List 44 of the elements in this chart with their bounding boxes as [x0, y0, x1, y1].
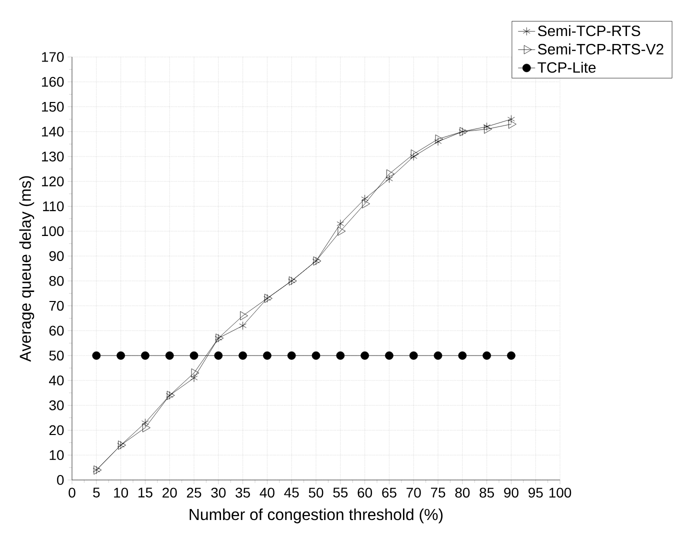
- y-tick-label: 70: [49, 300, 64, 311]
- x-tick-label: 35: [236, 488, 250, 498]
- x-tick-label: 10: [114, 488, 128, 498]
- x-tick-label: 75: [430, 488, 446, 498]
- x-tick-label: 80: [455, 488, 470, 498]
- x-tick-label: 95: [528, 488, 543, 498]
- x-tick-label: 5: [93, 488, 100, 498]
- y-tick-label: 140: [42, 126, 64, 137]
- y-tick-label: 20: [49, 425, 64, 436]
- y-tick-label: 10: [50, 450, 64, 460]
- y-tick-label: 50: [49, 350, 64, 361]
- y-tick-label: 150: [42, 102, 64, 112]
- y-tick-label: 130: [42, 152, 64, 162]
- x-axis-title: Number of congestion threshold (%): [190, 508, 443, 524]
- x-tick-label: 60: [358, 488, 372, 498]
- x-tick-label: 40: [260, 488, 274, 498]
- legend-label: Semi-TCP-RTS-V2: [538, 44, 664, 54]
- legend-label: TCP-Lite: [538, 62, 596, 73]
- y-tick-label: 120: [42, 176, 64, 186]
- legend-label: Semi-TCP-RTS: [538, 25, 640, 36]
- x-tick-label: 50: [308, 488, 324, 498]
- x-tick-label: 20: [162, 488, 177, 498]
- x-tick-label: 85: [480, 488, 494, 498]
- x-tick-label: 100: [549, 488, 572, 498]
- y-tick-label: 110: [43, 201, 64, 212]
- y-tick-label: 90: [49, 251, 64, 261]
- y-tick-label: 160: [42, 76, 64, 87]
- x-tick-label: 0: [68, 488, 76, 498]
- y-tick-label: 0: [57, 475, 64, 485]
- x-tick-label: 15: [138, 488, 152, 498]
- y-tick-label: 170: [42, 52, 64, 62]
- x-tick-label: 90: [504, 488, 518, 498]
- y-tick-label: 80: [49, 276, 64, 286]
- x-tick-label: 65: [382, 488, 396, 498]
- y-tick-label: 40: [49, 376, 64, 386]
- x-tick-label: 55: [333, 488, 348, 498]
- y-tick-label: 60: [49, 326, 64, 336]
- x-tick-label: 25: [186, 488, 202, 498]
- y-tick-label: 30: [49, 400, 64, 410]
- x-tick-label: 30: [211, 488, 226, 498]
- x-tick-label: 70: [406, 488, 421, 498]
- x-tick-label: 45: [284, 488, 299, 498]
- y-tick-label: 100: [42, 226, 64, 236]
- y-axis-title: Average queue delay (ms): [19, 176, 34, 362]
